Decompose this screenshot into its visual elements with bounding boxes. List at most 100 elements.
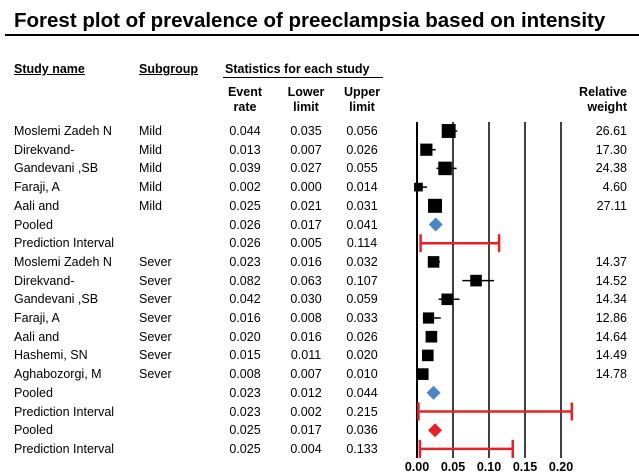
row-subgroup: Mild <box>139 198 162 213</box>
row-study-name: Aali and <box>14 329 60 344</box>
row-study-name: Direkvand- <box>14 142 75 157</box>
row-subgroup: Mild <box>139 142 162 157</box>
row-event-rate: 0.002 <box>229 180 261 195</box>
row-event-rate: 0.044 <box>229 124 261 138</box>
row-subgroup: Sever <box>139 292 172 307</box>
header-study-name: Study name <box>14 62 85 76</box>
row-study-name: Direkvand- <box>14 273 75 288</box>
statistics-underline <box>223 77 383 78</box>
row-lower-limit: 0.007 <box>290 367 322 382</box>
chart-title: Forest plot of prevalence of preeclampsi… <box>14 9 606 32</box>
row-lower-limit: 0.016 <box>290 254 322 269</box>
row-event-rate: 0.023 <box>229 385 261 400</box>
row-relative-weight: 12.86 <box>595 311 627 325</box>
row-upper-limit: 0.026 <box>346 329 378 344</box>
effect-square <box>416 368 429 380</box>
row-lower-limit: 0.002 <box>290 404 322 419</box>
row-relative-weight: 14.52 <box>595 273 627 288</box>
effect-square <box>414 182 423 192</box>
row-upper-limit: 0.133 <box>346 441 378 456</box>
row-study-name: Gandevani ,SB <box>14 161 99 176</box>
row-upper-limit: 0.010 <box>346 367 378 382</box>
row-lower-limit: 0.016 <box>290 329 322 344</box>
row-event-rate: 0.013 <box>229 142 261 157</box>
row-study-name: Moslemi Zadeh N <box>14 124 112 138</box>
row-upper-limit: 0.031 <box>346 198 378 213</box>
row-event-rate: 0.025 <box>229 423 261 438</box>
effect-square <box>441 293 454 306</box>
title-underline <box>5 34 639 36</box>
effect-square <box>420 143 433 156</box>
row-upper-limit: 0.055 <box>346 161 378 176</box>
row-study-name: Prediction Interval <box>14 441 115 456</box>
header-event-rate: Event rate <box>227 85 263 114</box>
effect-square <box>427 256 440 268</box>
row-lower-limit: 0.008 <box>290 311 322 325</box>
effect-square <box>422 312 435 324</box>
row-event-rate: 0.023 <box>229 254 261 269</box>
header-relative-weight: Relative weight <box>579 85 627 114</box>
row-event-rate: 0.025 <box>229 198 261 213</box>
row-study-name: Faraji, A <box>14 180 60 195</box>
row-lower-limit: 0.017 <box>290 217 322 232</box>
row-relative-weight: 14.64 <box>595 329 627 344</box>
row-study-name: Moslemi Zadeh N <box>14 254 112 269</box>
row-lower-limit: 0.017 <box>290 423 322 438</box>
row-study-name: Aghabozorgi, M <box>14 367 102 382</box>
row-relative-weight: 14.49 <box>595 348 627 363</box>
row-study-name: Pooled <box>14 217 53 232</box>
row-relative-weight: 24.38 <box>595 161 627 176</box>
row-subgroup: Mild <box>139 161 162 176</box>
row-study-name: Pooled <box>14 385 53 400</box>
row-relative-weight: 14.34 <box>595 292 627 307</box>
effect-square <box>441 124 456 138</box>
x-tick-label: 0.05 <box>441 460 465 474</box>
row-upper-limit: 0.033 <box>346 311 378 325</box>
x-tick-label: 0.15 <box>513 460 537 474</box>
row-study-name: Prediction Interval <box>14 236 115 251</box>
row-relative-weight: 26.61 <box>595 124 627 138</box>
row-upper-limit: 0.059 <box>346 292 378 307</box>
row-subgroup: Mild <box>139 124 162 138</box>
row-relative-weight: 14.78 <box>595 367 627 382</box>
row-lower-limit: 0.027 <box>290 161 322 176</box>
row-subgroup: Sever <box>139 273 172 288</box>
header-statistics: Statistics for each study <box>225 62 370 76</box>
pooled-diamond <box>426 385 441 400</box>
row-event-rate: 0.025 <box>229 441 261 456</box>
x-tick-label: 0.10 <box>477 460 501 474</box>
row-upper-limit: 0.026 <box>346 142 378 157</box>
row-lower-limit: 0.004 <box>290 441 322 456</box>
effect-square <box>425 330 438 343</box>
effect-square <box>428 198 442 213</box>
row-event-rate: 0.015 <box>229 348 261 363</box>
row-lower-limit: 0.011 <box>290 348 322 363</box>
header-subgroup: Subgroup <box>139 62 199 76</box>
row-relative-weight: 17.30 <box>595 142 627 157</box>
row-lower-limit: 0.012 <box>290 385 322 400</box>
row-lower-limit: 0.000 <box>290 180 322 195</box>
row-upper-limit: 0.107 <box>346 273 378 288</box>
row-study-name: Prediction Interval <box>14 404 115 419</box>
row-subgroup: Sever <box>139 348 172 363</box>
row-lower-limit: 0.063 <box>290 273 322 288</box>
x-tick-label: 0.00 <box>405 460 429 474</box>
row-subgroup: Mild <box>139 180 162 195</box>
row-relative-weight: 14.37 <box>595 254 627 269</box>
row-subgroup: Sever <box>139 367 172 382</box>
row-lower-limit: 0.021 <box>290 198 322 213</box>
row-upper-limit: 0.044 <box>346 385 378 400</box>
row-relative-weight: 4.60 <box>602 180 627 195</box>
row-lower-limit: 0.030 <box>290 292 322 307</box>
row-event-rate: 0.082 <box>229 273 261 288</box>
row-subgroup: Sever <box>139 254 172 269</box>
row-event-rate: 0.008 <box>229 367 261 382</box>
row-upper-limit: 0.036 <box>346 423 378 438</box>
row-lower-limit: 0.005 <box>290 236 322 251</box>
row-study-name: Faraji, A <box>14 311 60 325</box>
row-upper-limit: 0.114 <box>346 236 378 251</box>
row-upper-limit: 0.215 <box>346 404 378 419</box>
row-event-rate: 0.026 <box>229 217 261 232</box>
row-event-rate: 0.039 <box>229 161 261 176</box>
